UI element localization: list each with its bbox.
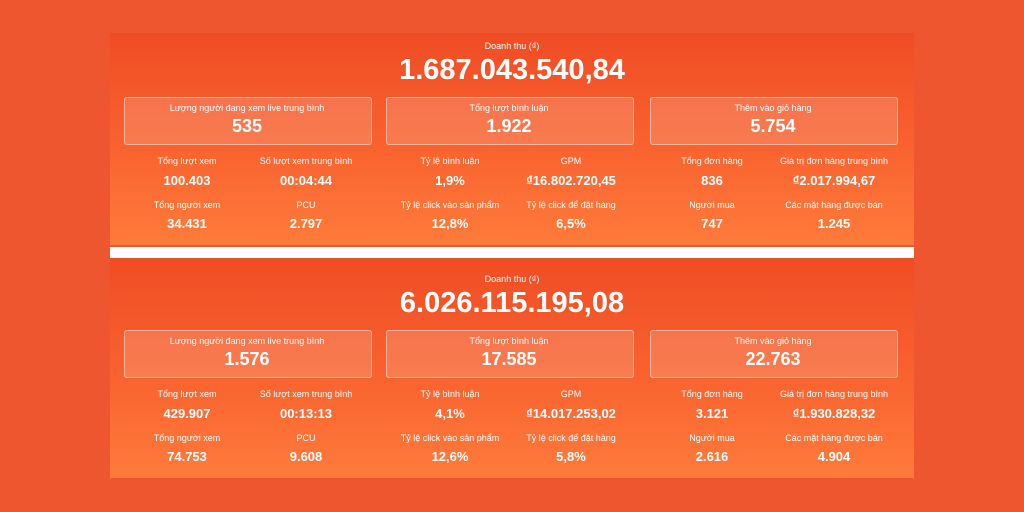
stat-value: 74.753: [167, 449, 207, 464]
stat-value: 4,1%: [435, 406, 465, 421]
box-value: 17.585: [481, 349, 537, 369]
stat-label: Người mua: [689, 433, 735, 443]
revenue-title: Doanh thu (₫): [484, 41, 540, 51]
box-label: Lượng người đang xem live trung bình: [169, 103, 325, 113]
stat-value: ₫14.017.253,02: [526, 406, 616, 421]
stat-label: PCU: [296, 433, 316, 443]
stat-value: ₫1.930.828,32: [792, 406, 876, 421]
box-label: Tổng lượt bình luận: [469, 336, 549, 346]
box-label: Thêm vào giỏ hàng: [734, 336, 812, 346]
stat-value: 836: [701, 173, 723, 188]
stat-value: 4.904: [817, 449, 851, 464]
metric-box: [650, 330, 898, 378]
stat-label: PCU: [296, 200, 316, 210]
box-value: 5.754: [750, 116, 796, 136]
revenue-title: Doanh thu (₫): [484, 274, 540, 284]
box-value: 535: [231, 116, 263, 136]
box-value: 22.763: [745, 349, 801, 369]
box-label: Tổng lượt bình luận: [469, 103, 549, 113]
stat-value: 2.616: [695, 449, 729, 464]
stat-value: ₫2.017.994,67: [792, 173, 876, 188]
box-value: 1.576: [224, 349, 270, 369]
stat-value: 9.608: [289, 449, 323, 464]
stat-label: Tổng đơn hàng: [681, 389, 743, 399]
stat-label: Tổng lượt xem: [157, 156, 217, 166]
stat-value: 5,8%: [556, 449, 586, 464]
panel: [110, 33, 914, 245]
revenue-total: 1.687.043.540,84: [399, 54, 625, 86]
stat-value: 2.797: [289, 216, 323, 231]
stat-value: ₫16.802.720,45: [526, 173, 616, 188]
stat-label: Các mặt hàng được bán: [785, 200, 883, 210]
stat-label: Tỷ lệ click để đặt hàng: [526, 433, 616, 443]
stat-value: 12,8%: [431, 216, 469, 231]
stat-label: Tỷ lệ click để đặt hàng: [526, 200, 616, 210]
metric-box: [386, 330, 634, 378]
panel: [110, 258, 914, 478]
metric-box: [124, 97, 372, 145]
stat-value: 00:13:13: [279, 406, 333, 421]
stat-label: Các mặt hàng được bán: [785, 433, 883, 443]
stat-label: GPM: [560, 389, 582, 399]
stat-label: Tỷ lệ bình luận: [420, 389, 480, 399]
revenue-total: 6.026.115.195,08: [399, 287, 625, 319]
stat-label: Tổng đơn hàng: [681, 156, 743, 166]
stat-label: Tỷ lệ click vào sản phẩm: [400, 433, 500, 443]
stat-label: Tỷ lệ bình luận: [420, 156, 480, 166]
stat-value: 34.431: [167, 216, 207, 231]
stat-label: Tổng người xem: [153, 433, 221, 443]
stat-value: 747: [701, 216, 723, 231]
stat-value: 6,5%: [556, 216, 586, 231]
stat-value: 3.121: [695, 406, 729, 421]
stat-value: 12,6%: [431, 449, 469, 464]
separator: [110, 247, 914, 258]
stat-label: Giá trị đơn hàng trung bình: [780, 389, 888, 399]
metric-box: [386, 97, 634, 145]
stat-value: 1.245: [817, 216, 851, 231]
box-label: Thêm vào giỏ hàng: [734, 103, 812, 113]
stat-label: Giá trị đơn hàng trung bình: [780, 156, 888, 166]
stat-label: Số lượt xem trung bình: [259, 389, 353, 399]
stat-label: Tổng lượt xem: [157, 389, 217, 399]
box-value: 1.922: [486, 116, 532, 136]
metric-box: [124, 330, 372, 378]
stat-label: Số lượt xem trung bình: [259, 156, 353, 166]
stat-label: GPM: [560, 156, 582, 166]
box-label: Lượng người đang xem live trung bình: [169, 336, 325, 346]
stat-label: Tỷ lệ click vào sản phẩm: [400, 200, 500, 210]
stat-label: Người mua: [689, 200, 735, 210]
stat-label: Tổng người xem: [153, 200, 221, 210]
metric-box: [650, 97, 898, 145]
stat-value: 100.403: [163, 173, 211, 188]
stat-value: 1,9%: [435, 173, 465, 188]
stat-value: 429.907: [163, 406, 211, 421]
stat-value: 00:04:44: [279, 173, 333, 188]
